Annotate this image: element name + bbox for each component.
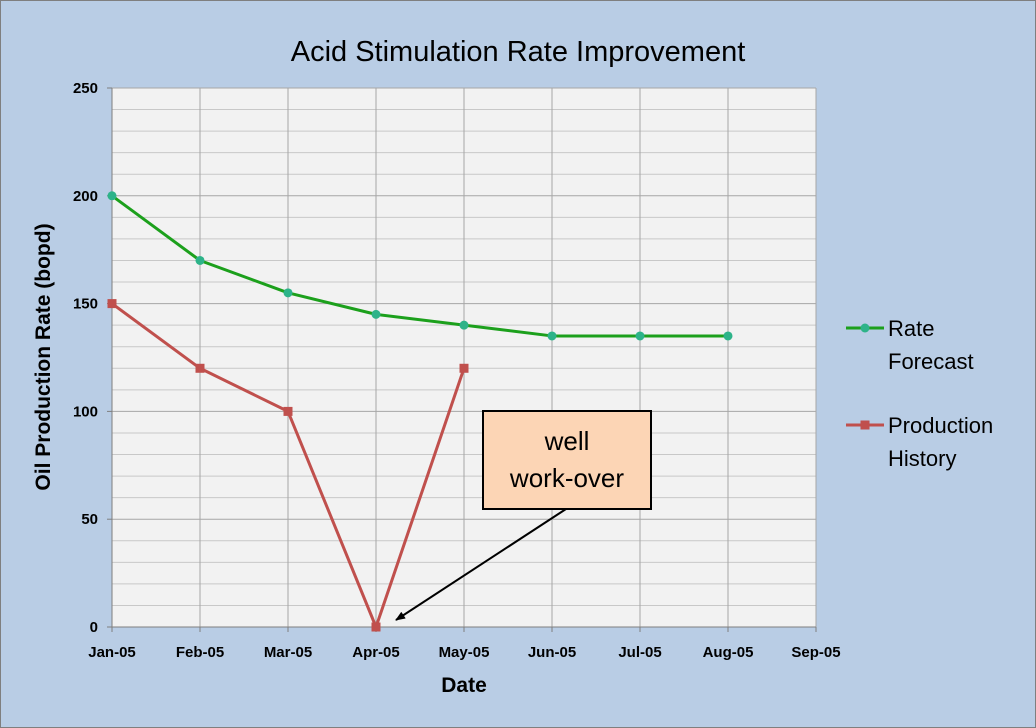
data-point-production-history [195,363,205,373]
y-tick-label: 0 [90,619,98,636]
data-point-rate-forecast [635,331,645,341]
legend-marker-rate-forecast [860,323,870,333]
data-point-production-history [107,299,117,309]
legend-label-rate-forecast: Rate [888,316,934,341]
data-point-production-history [459,363,469,373]
series-line-rate-forecast [111,194,728,338]
y-tick-label: 100 [73,403,98,420]
data-point-production-history [283,406,293,416]
x-tick-label: May-05 [439,644,490,661]
x-tick-label: Aug-05 [703,644,754,661]
data-point-rate-forecast [107,191,117,201]
legend: Rate Forecast Production History [846,316,993,471]
data-point-rate-forecast [371,309,381,319]
legend-label-rate-forecast: Forecast [888,349,974,374]
legend-label-production-history: Production [888,413,993,438]
x-tick-label: Mar-05 [264,644,312,661]
annotation: well work-over [395,410,652,621]
annotation-text: well [544,426,590,456]
y-tick-label: 50 [81,511,98,528]
data-point-production-history [371,622,381,632]
x-tick-label: Feb-05 [176,644,224,661]
data-point-rate-forecast [195,255,205,265]
x-tick-label: Apr-05 [352,644,400,661]
y-tick-label: 200 [73,188,98,205]
legend-marker-production-history [860,420,870,430]
y-tick-label: 150 [73,296,98,313]
data-point-rate-forecast [723,331,733,341]
data-point-rate-forecast [283,288,293,298]
series-layer [107,191,733,632]
data-point-rate-forecast [547,331,557,341]
y-axis-ticks: 0 50 100 150 200 250 [73,80,112,636]
annotation-arrow [395,508,567,621]
legend-label-production-history: History [888,446,956,471]
y-tick-label: 250 [73,80,98,97]
chart-title: Acid Stimulation Rate Improvement [291,36,746,68]
annotation-box [482,410,652,510]
x-tick-label: Jun-05 [528,644,576,661]
x-axis-ticks: Jan-05 Feb-05 Mar-05 Apr-05 May-05 Jun-05 Jul-… [88,627,841,661]
data-point-rate-forecast [459,320,469,330]
x-tick-label: Sep-05 [791,644,840,661]
y-axis-title: Oil Production Rate (bopd) [32,223,55,490]
annotation-text: work-over [509,463,624,493]
x-tick-label: Jul-05 [618,644,661,661]
x-axis-title: Date [441,674,487,697]
x-tick-label: Jan-05 [88,644,136,661]
